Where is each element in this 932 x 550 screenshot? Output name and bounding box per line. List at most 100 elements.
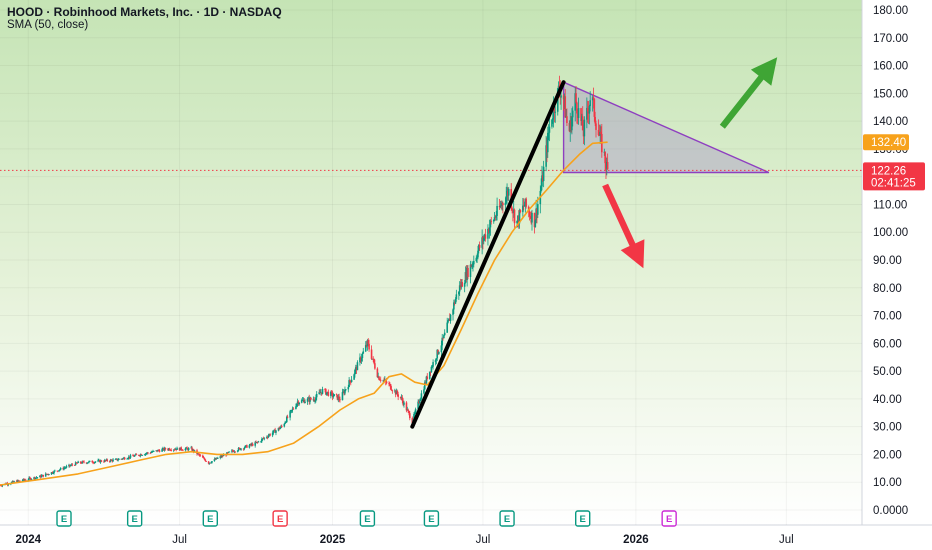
- candle-body: [359, 357, 361, 363]
- candle: [123, 456, 125, 459]
- candle: [98, 458, 100, 461]
- candle-body: [576, 113, 579, 118]
- candle: [418, 398, 421, 406]
- candle: [301, 397, 304, 401]
- candle-body: [547, 132, 550, 134]
- candle-body: [186, 447, 188, 449]
- candle: [505, 186, 508, 205]
- candle-body: [453, 302, 455, 310]
- candle: [226, 451, 229, 454]
- candle-body: [62, 468, 64, 470]
- candle-body: [583, 119, 586, 137]
- candle-body: [493, 217, 496, 221]
- candle-body: [118, 458, 120, 460]
- candle: [170, 448, 173, 452]
- candle-body: [566, 116, 568, 124]
- candle: [531, 209, 533, 231]
- candle: [128, 454, 130, 460]
- candle-body: [420, 393, 423, 399]
- candle-body: [390, 389, 393, 391]
- candle: [320, 389, 322, 396]
- drawing-layer-front: [410, 57, 778, 429]
- candle-body: [226, 452, 229, 454]
- candle-body: [239, 448, 242, 450]
- candle-body: [383, 380, 385, 382]
- time-tick-label: 2026: [623, 534, 649, 546]
- price-tick-label: 70.00: [873, 311, 902, 323]
- candle-body: [419, 398, 422, 401]
- candle-body: [53, 470, 55, 474]
- candle: [291, 406, 294, 413]
- candle-body: [436, 349, 439, 359]
- candle-body: [372, 358, 375, 360]
- candle: [495, 210, 498, 221]
- candle: [285, 415, 288, 423]
- candle: [158, 449, 161, 453]
- candle-body: [23, 478, 25, 480]
- candle-body: [477, 245, 480, 251]
- candle-body: [519, 210, 522, 213]
- candle-body: [413, 412, 416, 414]
- candle-body: [46, 473, 49, 475]
- candle: [362, 347, 365, 354]
- candle: [391, 389, 394, 394]
- candle: [41, 474, 44, 476]
- candle-body: [418, 400, 421, 403]
- candle: [546, 126, 549, 158]
- earnings-marker: E: [359, 510, 376, 527]
- candle: [74, 461, 77, 466]
- candle: [418, 399, 420, 404]
- candle: [513, 208, 516, 229]
- candle-body: [172, 449, 175, 451]
- candle: [69, 464, 71, 468]
- candle: [87, 462, 89, 464]
- candle-body: [389, 384, 392, 390]
- candle-body: [244, 445, 247, 448]
- candle-body: [111, 460, 114, 462]
- candle-body: [600, 131, 602, 134]
- candle: [207, 461, 210, 465]
- candle-body: [489, 220, 492, 228]
- candle: [133, 454, 136, 457]
- candle: [103, 460, 105, 463]
- candle: [240, 448, 242, 451]
- candle: [337, 394, 340, 403]
- candle-body: [35, 477, 38, 479]
- candle-body: [576, 102, 578, 114]
- candle: [534, 219, 537, 228]
- candle-body: [143, 454, 146, 456]
- candle-body: [146, 452, 148, 454]
- candle: [493, 211, 496, 222]
- candle: [298, 402, 301, 406]
- candle-body: [591, 97, 594, 101]
- candle: [336, 394, 339, 401]
- candle-body: [482, 237, 484, 242]
- candle-body: [448, 318, 451, 321]
- candle-body: [39, 475, 42, 478]
- candle: [117, 458, 119, 462]
- candle-body: [499, 205, 502, 208]
- candle: [469, 260, 472, 284]
- candle-body: [56, 470, 59, 472]
- candle-body: [409, 413, 411, 419]
- candle-body: [238, 447, 241, 449]
- grid: [0, 0, 862, 525]
- candle-body: [502, 203, 504, 206]
- price-tick-label: 50.00: [873, 366, 902, 378]
- candle-body: [568, 123, 571, 132]
- candle: [348, 377, 350, 388]
- candle: [48, 474, 50, 476]
- candle: [436, 349, 439, 362]
- price-tick-label: 80.00: [873, 283, 902, 295]
- candle-body: [94, 461, 97, 463]
- candle: [344, 389, 347, 392]
- candle-body: [348, 380, 350, 388]
- candle: [106, 458, 109, 463]
- candle: [413, 410, 416, 416]
- candle-body: [147, 452, 149, 454]
- candle: [248, 444, 251, 449]
- time-axis[interactable]: 2024 Jul 2025 Jul 2026 Jul: [15, 534, 793, 546]
- candle: [489, 219, 492, 236]
- candle-body: [605, 163, 607, 169]
